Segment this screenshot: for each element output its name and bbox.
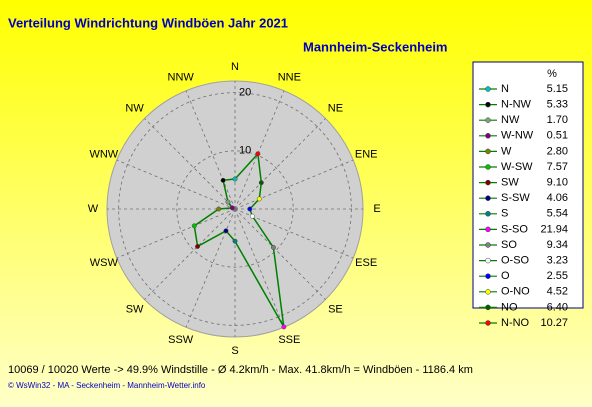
- direction-label: SSE: [278, 334, 300, 346]
- grid-ring: [118, 92, 352, 326]
- direction-label: S: [231, 345, 238, 357]
- legend-value: 4.06: [547, 192, 568, 204]
- direction-label: WSW: [90, 257, 119, 269]
- legend-marker: [485, 117, 491, 123]
- direction-label: SW: [126, 303, 144, 315]
- direction-label: NNW: [168, 72, 195, 84]
- legend-name: S: [501, 208, 508, 220]
- legend-marker: [485, 257, 491, 264]
- legend-name: O-SO: [501, 255, 530, 267]
- r-tick-label: 20: [239, 87, 251, 99]
- legend-marker: [485, 242, 491, 248]
- legend-name: SW: [501, 177, 519, 189]
- legend-name: S-SW: [501, 192, 530, 204]
- data-point: [191, 223, 197, 229]
- direction-label: NW: [125, 102, 144, 114]
- legend-marker: [485, 101, 491, 108]
- legend-box: [472, 61, 584, 309]
- legend-header: %: [547, 68, 557, 80]
- data-point: [249, 213, 255, 219]
- data-point: [225, 199, 231, 205]
- legend-marker: [485, 320, 491, 326]
- data-point: [270, 244, 276, 250]
- legend-name: W-NW: [501, 130, 534, 142]
- legend-value: 4.52: [547, 286, 568, 298]
- legend-value: 6.40: [547, 301, 568, 313]
- credit: © WsWin32 - MA - Seckenheim - Mannheim-W…: [8, 381, 206, 390]
- legend-value: 10.27: [540, 317, 568, 329]
- legend-name: N-NO: [501, 317, 530, 329]
- data-point: [220, 177, 226, 183]
- r-tick-label: 10: [239, 145, 251, 157]
- legend-value: 3.23: [547, 255, 568, 267]
- legend-marker: [485, 273, 491, 279]
- data-point: [247, 206, 253, 212]
- data-point: [258, 180, 264, 186]
- legend-marker: [485, 289, 491, 295]
- legend-name: NO: [501, 301, 518, 313]
- direction-label: WNW: [89, 149, 118, 161]
- legend-marker: [485, 179, 491, 186]
- legend-name: O: [501, 270, 510, 282]
- legend-value: 2.55: [547, 270, 568, 282]
- data-point: [256, 196, 262, 202]
- legend-name: NW: [501, 114, 520, 126]
- direction-label: SSW: [168, 334, 194, 346]
- legend-value: 7.57: [547, 161, 568, 173]
- legend-value: 1.70: [547, 114, 568, 126]
- legend-name: S-SO: [501, 223, 528, 235]
- legend-name: N: [501, 83, 509, 95]
- legend-name: W: [501, 145, 512, 157]
- data-point: [229, 205, 235, 211]
- data-point: [232, 238, 238, 244]
- direction-label: N: [231, 61, 239, 73]
- chart-subtitle: Mannheim-Seckenheim: [303, 39, 448, 54]
- data-point: [281, 324, 287, 330]
- legend-marker: [485, 195, 491, 201]
- legend-value: 9.10: [547, 177, 568, 189]
- direction-label: NE: [328, 102, 343, 114]
- data-point: [216, 206, 222, 212]
- data-point: [195, 243, 201, 249]
- data-point: [232, 176, 238, 182]
- legend-marker: [485, 164, 491, 170]
- legend-marker: [485, 148, 491, 155]
- legend-name: W-SW: [501, 161, 533, 173]
- legend-value: 9.34: [547, 239, 568, 251]
- legend-value: 5.15: [547, 83, 568, 95]
- legend-name: SO: [501, 239, 517, 251]
- legend-name: O-NO: [501, 286, 530, 298]
- direction-label: ENE: [355, 149, 378, 161]
- data-point: [223, 228, 229, 234]
- legend-value: 2.80: [547, 145, 568, 157]
- footer: 10069 / 10020 Werte -> 49.9% Windstille …: [8, 364, 473, 376]
- legend-marker: [485, 226, 491, 233]
- legend-marker: [485, 211, 491, 217]
- grid-ring: [176, 150, 294, 268]
- data-point: [255, 151, 261, 157]
- direction-label: E: [373, 203, 380, 215]
- legend-value: 5.33: [547, 99, 568, 111]
- direction-label: W: [88, 203, 99, 215]
- legend-value: 21.94: [540, 223, 568, 235]
- legend-marker: [485, 304, 491, 311]
- chart-title: Verteilung Windrichtung Windböen Jahr 20…: [8, 15, 288, 30]
- direction-label: ESE: [355, 257, 377, 269]
- legend-marker: [485, 133, 491, 139]
- legend-value: 5.54: [547, 208, 568, 220]
- legend-marker: [485, 86, 491, 92]
- legend-value: 0.51: [547, 130, 568, 142]
- direction-label: SE: [328, 303, 343, 315]
- direction-label: NNE: [278, 72, 301, 84]
- legend-name: N-NW: [501, 99, 532, 111]
